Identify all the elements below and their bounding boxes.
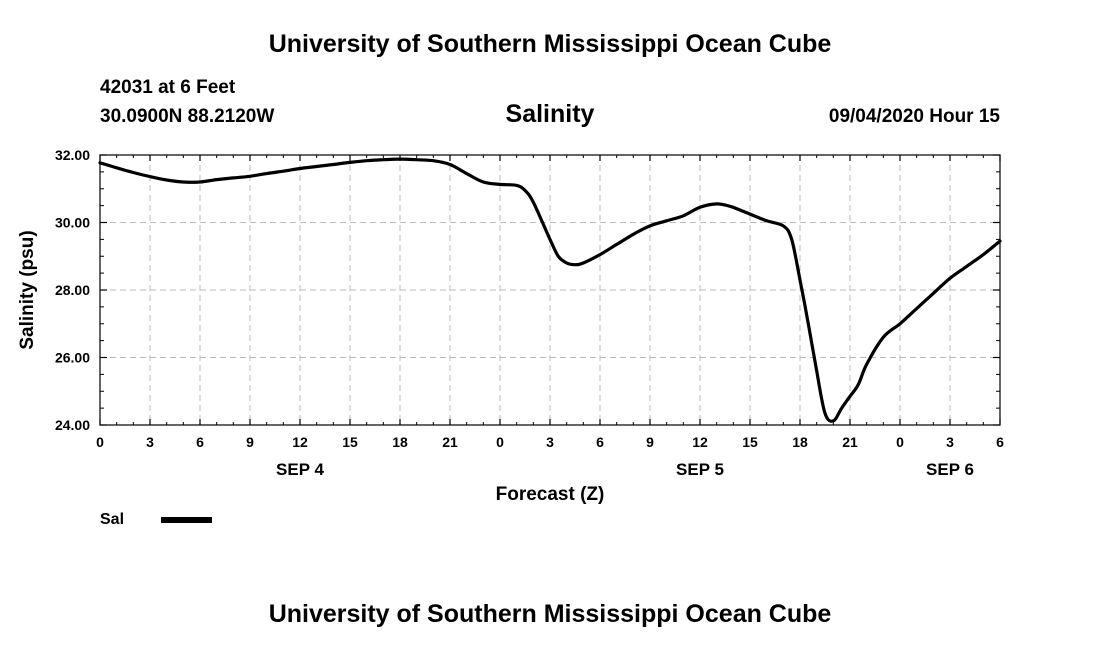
y-tick-label: 32.00 <box>55 147 90 163</box>
day-label: SEP 5 <box>676 460 724 479</box>
x-tick-label: 18 <box>392 434 408 450</box>
x-tick-label: 6 <box>596 434 604 450</box>
station-label: 42031 at 6 Feet <box>100 77 236 98</box>
tick-labels: 0 3 6 9 12 15 18 21 0 3 6 9 12 15 18 21 0 3 6 24.00 26.00 28.… <box>55 147 1004 479</box>
x-tick-label: 15 <box>342 434 358 450</box>
x-tick-label: 9 <box>246 434 254 450</box>
page-title: University of Southern Mississippi Ocean… <box>268 30 832 58</box>
legend-label: Sal <box>100 511 125 528</box>
legend-line-swatch <box>161 517 212 523</box>
x-tick-label: 18 <box>792 434 808 450</box>
coordinates-label: 30.0900N 88.2120W <box>100 106 275 127</box>
y-tick-label: 28.00 <box>55 282 90 298</box>
run-time-label: 09/04/2020 Hour 15 <box>828 106 1000 127</box>
x-tick-label: 0 <box>896 434 904 450</box>
y-tick-label: 24.00 <box>55 417 90 433</box>
x-tick-label: 0 <box>496 434 504 450</box>
day-label: SEP 4 <box>276 460 324 479</box>
x-tick-label: 6 <box>196 434 204 450</box>
salinity-series-line <box>98 157 1002 423</box>
y-tick-label: 26.00 <box>55 350 90 366</box>
x-tick-label: 21 <box>442 434 458 450</box>
y-axis-label: Salinity (psu) <box>17 230 38 349</box>
x-tick-label: 12 <box>292 434 308 450</box>
x-tick-label: 9 <box>646 434 654 450</box>
x-tick-label: 12 <box>692 434 708 450</box>
x-tick-label: 3 <box>146 434 154 450</box>
x-tick-label: 6 <box>996 434 1004 450</box>
chart-title: Salinity <box>505 100 595 128</box>
x-axis-label: Forecast (Z) <box>496 484 605 505</box>
x-tick-label: 3 <box>546 434 554 450</box>
grid <box>100 155 1000 425</box>
x-tick-label: 3 <box>946 434 954 450</box>
x-tick-label: 21 <box>842 434 858 450</box>
footer-title: University of Southern Mississippi Ocean… <box>268 600 832 628</box>
y-tick-label: 30.00 <box>55 215 90 231</box>
day-label: SEP 6 <box>926 460 974 479</box>
x-tick-label: 15 <box>742 434 758 450</box>
x-tick-label: 0 <box>96 434 104 450</box>
plot-frame <box>99 154 1001 426</box>
